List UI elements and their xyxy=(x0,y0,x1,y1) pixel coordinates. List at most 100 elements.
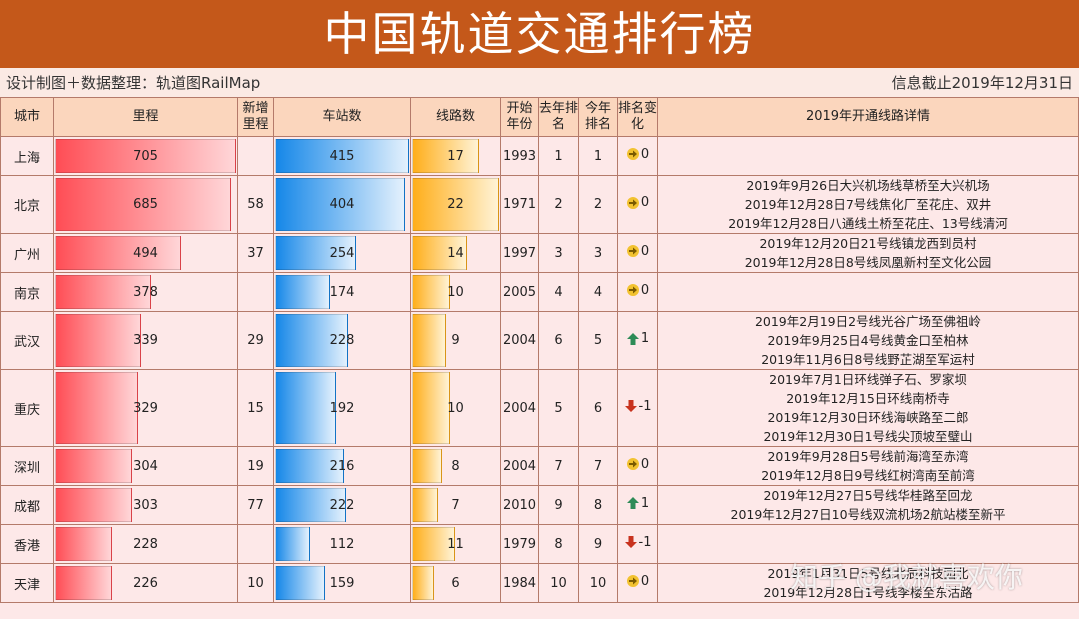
table-cell: 0 xyxy=(617,272,658,312)
table-cell: 4 xyxy=(538,272,579,312)
table-cell: 8 xyxy=(578,485,618,525)
rank-change: 0 xyxy=(626,147,649,162)
cell-value: 8 xyxy=(554,536,563,552)
data-bar xyxy=(55,139,236,173)
table-cell: 17 xyxy=(410,136,501,176)
table-cell xyxy=(237,136,274,176)
cell-value: 南京 xyxy=(13,286,40,302)
cell-value: 1979 xyxy=(502,536,537,552)
cell-value: 1 xyxy=(554,148,563,164)
cell-value: 1971 xyxy=(502,197,537,212)
opened-line: 2019年12月30日1号线尖顶坡至璧山 xyxy=(763,429,973,444)
cell-value: 4 xyxy=(554,284,563,300)
table-cell: 0 xyxy=(617,446,658,486)
rank-change: 0 xyxy=(626,457,649,472)
table-cell: 304 xyxy=(53,446,238,486)
table-row: 南京 378 174 10 2005 4 4 0 xyxy=(0,272,1079,312)
rank-change-value: 1 xyxy=(640,331,650,347)
table-row: 成都 303 77 222 7 2010 9 8 1 2019年12月27日5号线华桂路至回龙 20… xyxy=(0,485,1079,525)
table-cell: 1 xyxy=(617,485,658,525)
data-bar xyxy=(412,178,499,231)
opened-line: 2019年12月28日1号线李楼至东沽路 xyxy=(763,585,973,600)
cell-value: 1997 xyxy=(502,245,537,261)
cell-value: 6 xyxy=(593,400,603,416)
rank-change-value: 0 xyxy=(640,282,650,298)
table-cell xyxy=(657,524,1079,564)
cell-value: 1984 xyxy=(502,575,537,591)
opened-line: 2019年2月19日2号线光谷广场至佛祖岭 xyxy=(754,314,982,329)
table-cell: 9 xyxy=(538,485,579,525)
opened-line: 2019年9月26日大兴机场线草桥至大兴机场 xyxy=(746,178,990,193)
data-bar xyxy=(275,488,346,522)
cell-value: 254 xyxy=(329,245,355,261)
rank-change: 0 xyxy=(626,574,649,589)
table-cell: 303 xyxy=(53,485,238,525)
data-bar xyxy=(275,236,357,270)
table-cell: 58 xyxy=(237,175,274,234)
table-cell: 10 xyxy=(538,563,579,603)
cell-value: 14 xyxy=(447,245,464,261)
rank-change-value: -1 xyxy=(638,398,652,414)
data-bar xyxy=(412,275,451,309)
table-cell: 7 xyxy=(578,446,618,486)
cell-value: 深圳 xyxy=(13,460,40,476)
rank-change-value: 0 xyxy=(640,456,650,472)
opened-line: 2019年12月15日环线南桥寺 xyxy=(786,391,950,406)
table-cell: 1971 xyxy=(500,175,539,234)
table-cell: 404 xyxy=(273,175,411,234)
cell-value: 天津 xyxy=(13,577,40,593)
table-cell: 685 xyxy=(53,175,238,234)
cell-value: 11 xyxy=(447,536,464,552)
change-icon xyxy=(626,196,639,209)
table-cell: 1 xyxy=(617,311,658,370)
data-bar xyxy=(55,178,231,231)
table-cell: 成都 xyxy=(0,485,54,525)
table-cell: 7 xyxy=(538,446,579,486)
cell-value: 37 xyxy=(247,245,264,261)
table-cell: 174 xyxy=(273,272,411,312)
table-cell: 2010 xyxy=(500,485,539,525)
rank-change-value: 0 xyxy=(640,243,650,259)
cell-value: 304 xyxy=(133,458,158,474)
opened-line: 2019年12月28日7号线焦化厂至花庄、双井 xyxy=(744,197,992,212)
cell-value: 2004 xyxy=(502,400,537,416)
cell-value: 378 xyxy=(133,284,158,300)
table-cell: 香港 xyxy=(0,524,54,564)
table-cell: 上海 xyxy=(0,136,54,176)
table-cell: 天津 xyxy=(0,563,54,603)
cell-value: 成都 xyxy=(13,499,40,515)
column-header: 去年排名 xyxy=(538,97,579,137)
table-cell: 1979 xyxy=(500,524,539,564)
cell-value: 6 xyxy=(554,333,563,348)
table-cell: 22 xyxy=(410,175,501,234)
data-bar xyxy=(412,566,435,600)
cell-value: 5 xyxy=(554,400,563,416)
column-header: 线路数 xyxy=(410,97,501,137)
cell-value: 3 xyxy=(593,245,603,261)
cell-value: 29 xyxy=(247,333,264,348)
table-cell: 10 xyxy=(237,563,274,603)
column-header: 排名变化 xyxy=(617,97,658,137)
opened-line: 2019年9月28日5号线前海湾至赤湾 xyxy=(767,449,969,464)
data-bar xyxy=(412,314,447,367)
rank-change: 0 xyxy=(626,244,649,259)
table-cell: 1993 xyxy=(500,136,539,176)
change-icon xyxy=(626,148,639,161)
cell-value: 329 xyxy=(133,400,158,416)
cell-value: 404 xyxy=(329,197,355,212)
cell-value: 415 xyxy=(329,148,355,164)
table-cell: 226 xyxy=(53,563,238,603)
opened-line: 2019年11月6日8号线野芷湖至军运村 xyxy=(761,352,975,367)
table-row: 香港 228 112 11 1979 8 9 -1 xyxy=(0,524,1079,564)
data-bar xyxy=(55,488,132,522)
change-icon xyxy=(626,245,639,258)
table-cell: 254 xyxy=(273,233,411,273)
table-cell: 10 xyxy=(410,369,501,447)
cell-value: 339 xyxy=(133,333,158,348)
table-row: 广州 494 37 254 14 1997 3 3 0 2019年12月20日21号线镇龙西到员村… xyxy=(0,233,1079,273)
data-bar xyxy=(275,178,406,231)
column-header: 车站数 xyxy=(273,97,411,137)
table-cell: 5 xyxy=(538,369,579,447)
table-cell: 8 xyxy=(410,446,501,486)
rank-change: 1 xyxy=(626,331,649,346)
